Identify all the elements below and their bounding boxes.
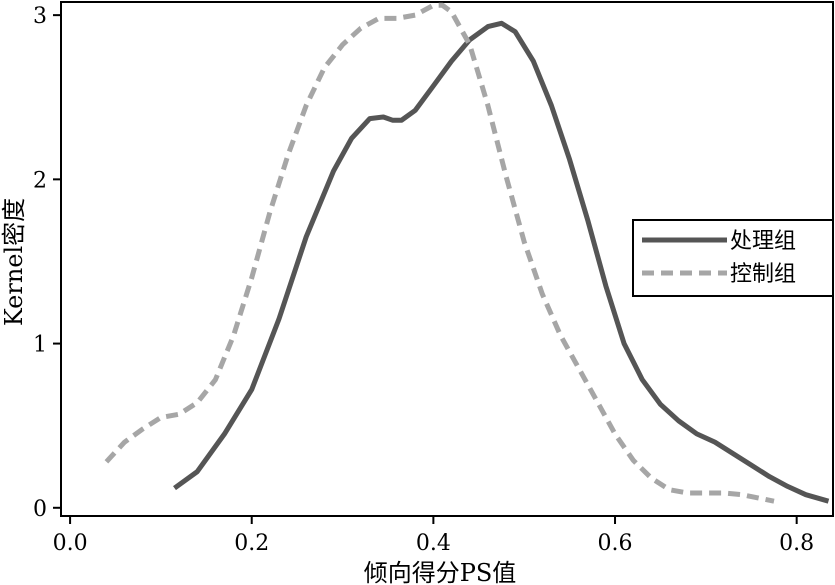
x-tick-label: 0.0: [53, 531, 88, 556]
x-axis-ticks: 0.0 0.2 0.4 0.6 0.8: [53, 516, 814, 556]
y-axis-title: Kernel密度: [0, 198, 28, 326]
y-axis-ticks: 0 1 2 3: [33, 4, 61, 522]
x-tick-label: 0.6: [598, 531, 633, 556]
x-tick-label: 0.4: [416, 531, 451, 556]
legend-label-treatment: 处理组: [730, 229, 796, 254]
legend: 处理组 控制组: [632, 219, 834, 297]
x-axis-title: 倾向得分PS值: [364, 559, 517, 585]
x-tick-label: 0.8: [779, 531, 814, 556]
legend-box: [632, 219, 834, 297]
treatment-density-line: [173, 20, 830, 504]
y-tick-label: 1: [33, 333, 47, 358]
y-tick-label: 3: [33, 4, 47, 29]
legend-label-control: 控制组: [730, 262, 796, 287]
y-tick-label: 0: [33, 497, 47, 522]
x-tick-label: 0.2: [234, 531, 269, 556]
y-tick-label: 2: [33, 168, 47, 193]
series-lines: [104, 2, 830, 504]
control-density-line: [104, 2, 775, 504]
